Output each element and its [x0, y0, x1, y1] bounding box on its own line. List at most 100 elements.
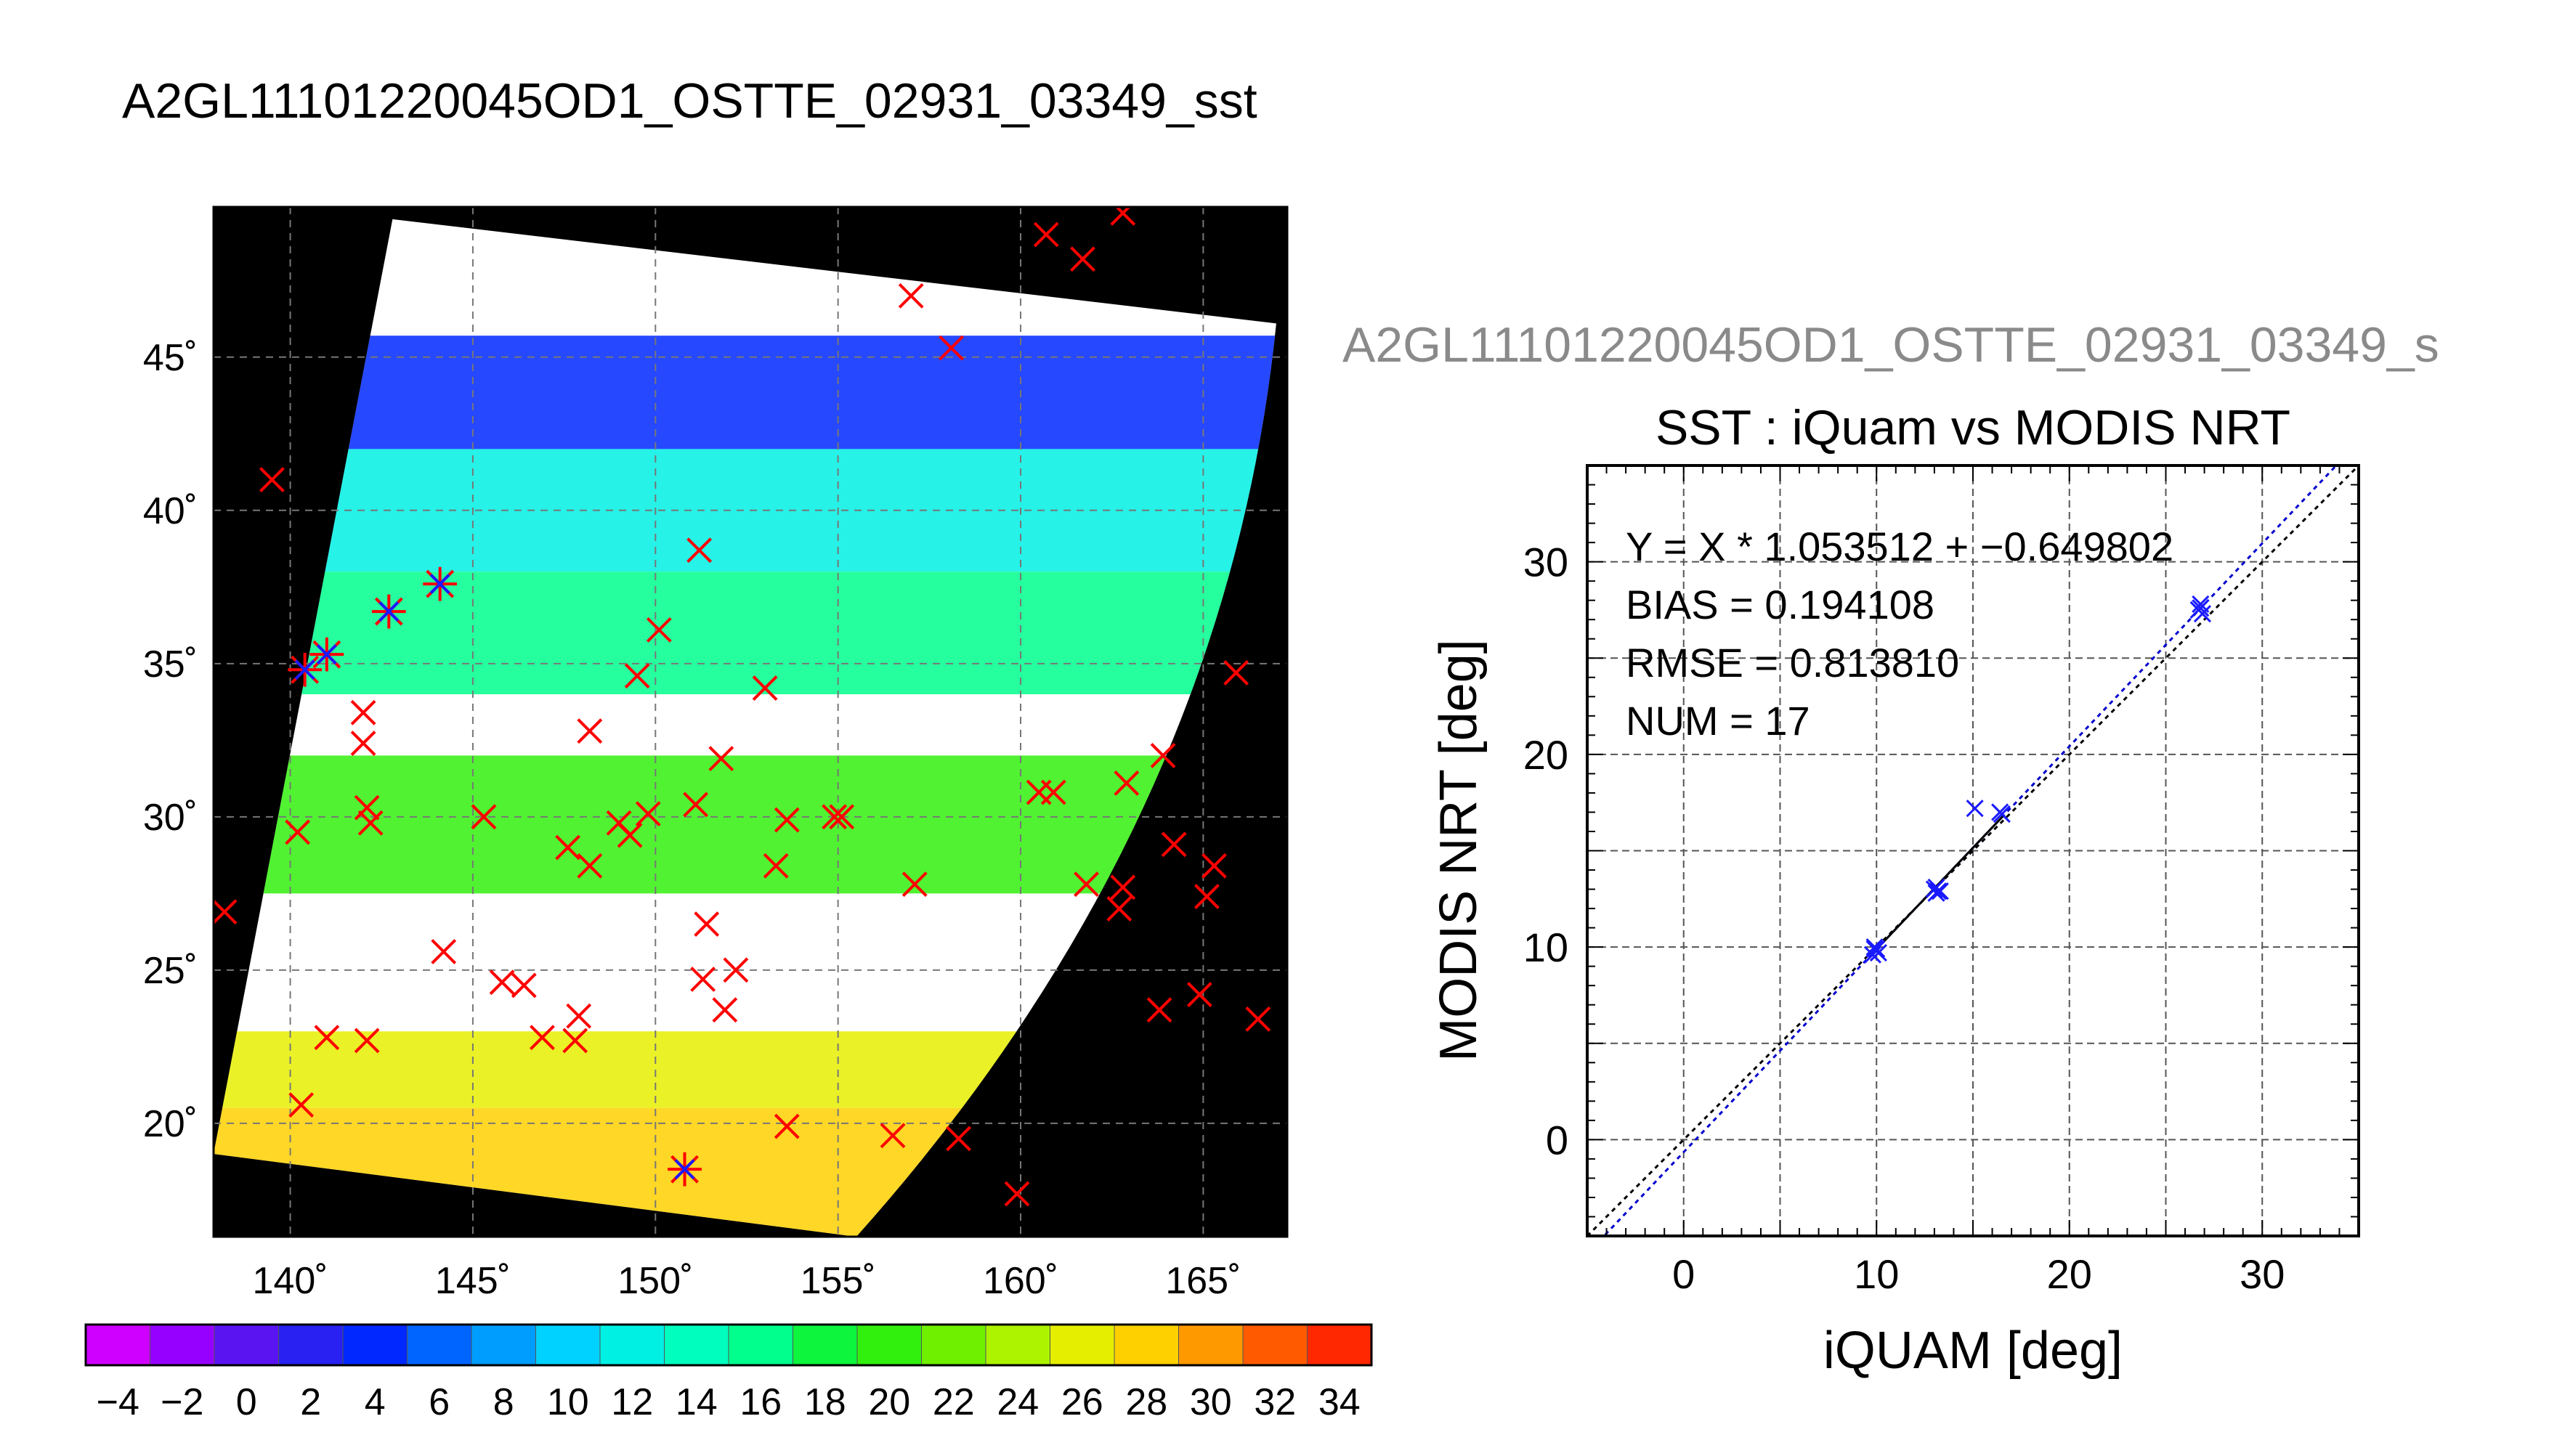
red-match-marker	[1186, 982, 1212, 1008]
red-match-marker	[708, 746, 734, 772]
scatter-point	[1927, 884, 1945, 902]
red-match-marker	[690, 967, 716, 992]
colorbar-tick-label: 2	[300, 1381, 321, 1423]
red-match-marker	[350, 699, 376, 725]
red-match-marker	[577, 853, 603, 879]
red-match-marker	[511, 972, 537, 999]
colorbar-tick-label: 18	[804, 1381, 846, 1423]
scatter-point	[1991, 803, 2009, 821]
red-match-marker	[694, 911, 720, 937]
scatter-x-tick-label: 20	[2047, 1251, 2092, 1297]
colorbar-swatch	[985, 1324, 1051, 1366]
map-x-tick-label: 155˚	[801, 1260, 876, 1302]
colorbar-tick-labels: −4 −2 0 2 4 6 8 10 12 14 16 18 20 22 24 26 28 30 32 34	[97, 1381, 1361, 1423]
colorbar-swatch	[535, 1324, 601, 1366]
red-match-marker	[1040, 779, 1066, 805]
red-match-marker	[617, 822, 643, 848]
blue-match-marker-core	[378, 601, 400, 622]
red-match-marker	[646, 617, 672, 643]
colorbar-swatch	[1050, 1324, 1115, 1366]
red-match-marker	[683, 792, 709, 818]
red-match-marker	[880, 1123, 906, 1149]
red-match-marker	[1110, 874, 1136, 900]
red-match-marker	[1070, 246, 1095, 272]
red-match-marker	[288, 1092, 315, 1118]
colorbar-swatch	[664, 1324, 729, 1366]
red-match-marker	[1074, 871, 1099, 898]
colorbar-swatch	[728, 1324, 794, 1366]
colorbar-swatch	[342, 1324, 408, 1366]
map-y-tick-label: 35˚	[143, 643, 198, 686]
scatter-point	[1925, 880, 1943, 898]
red-match-marker	[822, 804, 848, 830]
map-x-tick-label: 145˚	[435, 1260, 511, 1302]
red-match-marker	[354, 1028, 380, 1054]
colorbar-swatch	[214, 1324, 280, 1366]
colorbar-swatch	[85, 1324, 151, 1366]
red-match-marker	[562, 1028, 588, 1054]
colorbar-tick-label: 0	[236, 1381, 257, 1423]
red-match-marker	[939, 335, 964, 361]
scatter-x-tick-label: 30	[2240, 1251, 2285, 1297]
colorbar-tick-label: 32	[1254, 1381, 1296, 1423]
page-title: A2GL11101220045OD1_OSTTE_02931_03349_sst	[122, 73, 1257, 129]
colorbar-tick-label: 4	[365, 1381, 386, 1423]
red-match-marker	[350, 731, 376, 756]
red-match-marker	[901, 871, 928, 898]
colorbar-tick-label: 22	[933, 1381, 975, 1423]
scatter-stat-line: BIAS = 0.194108	[1626, 582, 1934, 627]
red-match-marker	[946, 1126, 971, 1152]
scatter-y-tick-label: 30	[1523, 540, 1568, 585]
red-match-marker	[686, 537, 713, 564]
colorbar-tick-label: 34	[1318, 1381, 1361, 1423]
map-x-tick-label: 165˚	[1165, 1260, 1241, 1302]
sst-colorbar: −4 −2 0 2 4 6 8 10 12 14 16 18 20 22 24 26 28 30 32 34	[84, 1323, 1373, 1423]
scatter-y-tick-label: 0	[1546, 1117, 1568, 1163]
red-match-marker	[1245, 1006, 1271, 1032]
colorbar-tick-label: 10	[547, 1381, 589, 1423]
red-match-marker	[354, 794, 380, 821]
colorbar-tick-label: 12	[611, 1381, 653, 1423]
red-match-marker	[489, 969, 515, 996]
map-y-tick-label: 25˚	[143, 950, 198, 992]
colorbar-swatches	[85, 1324, 1372, 1366]
scatter-stat-line: NUM = 17	[1626, 698, 1810, 744]
colorbar-swatch	[278, 1324, 344, 1366]
identity-line	[1587, 465, 2359, 1236]
red-match-marker	[1004, 1181, 1030, 1207]
sst-band	[214, 755, 1276, 894]
red-match-marker	[555, 834, 581, 861]
red-match-marker	[829, 804, 855, 830]
colorbar-tick-label: −2	[161, 1381, 203, 1423]
colorbar-tick-label: 8	[493, 1381, 514, 1423]
sst-band	[214, 572, 1276, 695]
scatter-y-tick-label: 10	[1523, 924, 1568, 970]
red-match-marker	[1161, 831, 1187, 858]
map-y-tick-labels: 20˚ 25˚ 30˚ 35˚ 40˚ 45˚	[143, 337, 198, 1145]
map-x-tick-labels: 140˚ 145˚ 150˚ 155˚ 160˚ 165˚	[253, 1260, 1241, 1302]
red-match-marker	[635, 801, 661, 827]
red-match-marker	[774, 1113, 800, 1139]
colorbar-tick-label: 28	[1125, 1381, 1167, 1423]
sst-map-panel: 140˚ 145˚ 150˚ 155˚ 160˚ 165˚ 20˚ 25˚ 30˚ 35˚ 40˚…	[143, 206, 1289, 1302]
red-match-marker	[1201, 853, 1227, 879]
scatter-y-tick-labels: 0 10 20 30	[1523, 540, 1568, 1163]
red-match-marker	[566, 1003, 592, 1029]
red-match-marker	[723, 957, 749, 983]
map-x-tick-label: 160˚	[983, 1260, 1058, 1302]
colorbar-swatch	[150, 1324, 215, 1366]
colorbar-tick-label: 6	[429, 1381, 450, 1423]
red-match-marker	[314, 1025, 340, 1051]
map-y-tick-label: 30˚	[143, 797, 198, 839]
red-match-marker	[471, 804, 497, 830]
red-match-marker	[1150, 743, 1176, 768]
red-match-marker	[1033, 221, 1059, 248]
red-match-marker	[624, 663, 650, 689]
scatter-x-tick-label: 0	[1672, 1251, 1695, 1297]
colorbar-swatch	[599, 1324, 665, 1366]
scatter-x-tick-label: 10	[1854, 1251, 1899, 1297]
sst-band	[214, 335, 1276, 450]
colorbar-swatch	[856, 1324, 923, 1366]
colorbar-swatch	[1242, 1324, 1308, 1366]
red-match-marker	[1106, 896, 1132, 922]
